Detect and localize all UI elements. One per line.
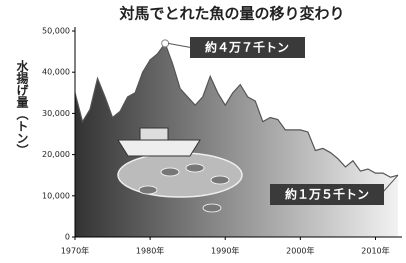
peak-pointer	[168, 43, 190, 47]
boat-cabin	[140, 128, 168, 140]
fish	[203, 204, 221, 212]
y-tick-label: 40,000	[42, 68, 70, 77]
x-tick-label: 1980年	[136, 246, 164, 256]
fish	[161, 168, 179, 176]
x-tick-label: 1970年	[61, 246, 89, 256]
boat	[118, 140, 200, 156]
y-axis-label: 水揚げ量（トン）	[15, 59, 29, 156]
fish	[186, 164, 204, 172]
y-tick-label: 30,000	[42, 109, 70, 118]
peak-marker	[162, 40, 169, 47]
annotation: 約４万７千トン	[205, 40, 289, 55]
chart-title: 対馬でとれた魚の量の移り変わり	[118, 5, 344, 23]
y-tick-label: 0	[65, 233, 70, 242]
y-tick-label: 20,000	[42, 150, 70, 159]
net	[118, 153, 242, 197]
chart: 対馬でとれた魚の量の移り変わり 水揚げ量（トン） 0 10,000 20,000 30…	[0, 0, 406, 263]
x-tick-label: 2000年	[286, 246, 314, 256]
y-tick-label: 10,000	[42, 191, 70, 200]
fish	[211, 176, 229, 184]
x-tick-label: 1990年	[211, 246, 239, 256]
fish	[139, 186, 157, 194]
y-tick-label: 50,000	[42, 27, 70, 36]
annotation: 約１万５千トン	[285, 187, 369, 202]
x-tick-label: 2010年	[361, 246, 389, 256]
